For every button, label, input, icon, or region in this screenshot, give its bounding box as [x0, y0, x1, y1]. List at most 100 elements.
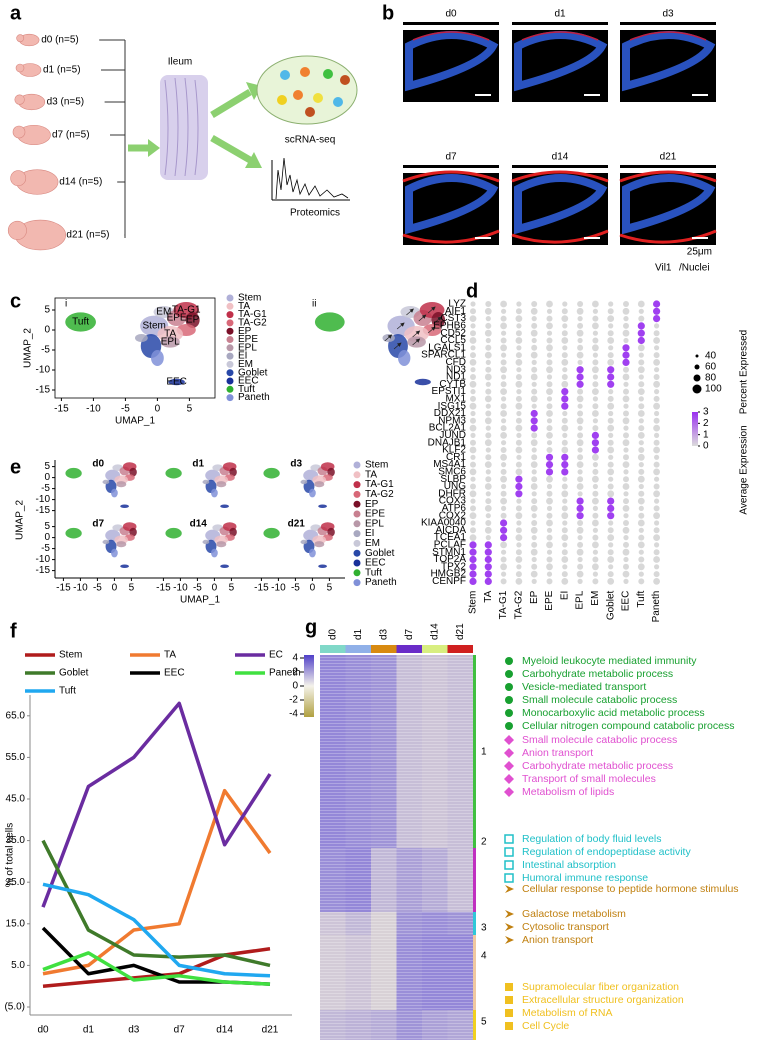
- dot: [577, 403, 583, 409]
- y-axis-label: UMAP_2: [23, 328, 34, 368]
- dot: [546, 475, 553, 483]
- dot: [577, 316, 583, 322]
- dot: [638, 534, 645, 541]
- pig-head: [15, 63, 25, 73]
- dot: [623, 556, 629, 563]
- dot-high: [484, 548, 492, 556]
- group-label: d1 (n=5): [43, 65, 81, 76]
- dot: [561, 337, 569, 344]
- dot: [607, 308, 614, 315]
- dot: [638, 308, 644, 314]
- facet-label: d0: [92, 459, 104, 470]
- day-label: d7: [445, 152, 457, 163]
- dot: [576, 526, 584, 534]
- dot: EPLGoblet: [653, 380, 660, 388]
- dot: [623, 469, 629, 475]
- dot-high: [500, 526, 508, 534]
- dot: [546, 505, 553, 511]
- term-label: Small molecule catabolic process: [522, 694, 678, 706]
- dot-high: [622, 344, 630, 352]
- term-label: Transport of small molecules: [522, 773, 656, 785]
- term-label: Monocarboxylic acid metabolic process: [522, 707, 705, 719]
- dot: [577, 535, 583, 541]
- gene-label: CD52: [440, 328, 466, 339]
- day-header: [447, 645, 473, 653]
- dot: [592, 337, 599, 344]
- dot: [592, 425, 599, 432]
- cell-cluster: [120, 564, 130, 568]
- dot: [607, 424, 615, 432]
- column-label: EM: [590, 591, 601, 606]
- term-marker: [505, 983, 513, 991]
- dot: [637, 344, 645, 352]
- legend-label: Paneth: [365, 577, 397, 588]
- dot: [516, 498, 522, 504]
- cell-cluster: [314, 481, 325, 488]
- term-label: Metabolism of lipids: [522, 786, 615, 798]
- dot: [531, 476, 538, 483]
- dot-high: [484, 563, 492, 571]
- column-label: EI: [559, 591, 570, 600]
- dot-high: [515, 482, 523, 491]
- cell-cluster: [229, 467, 237, 477]
- cluster-label: EM: [156, 307, 171, 318]
- dot: [485, 344, 492, 351]
- dot: [530, 439, 538, 447]
- dot: [530, 395, 538, 403]
- dot: [638, 374, 644, 380]
- legend-label: EM: [238, 359, 253, 370]
- dot: [531, 316, 537, 322]
- x-tick-label: 0: [212, 583, 218, 594]
- scale-bar: [475, 237, 491, 239]
- dot: [622, 395, 630, 403]
- dot: [500, 512, 507, 519]
- term-label: Vesicle-mediated transport: [522, 681, 647, 693]
- dot: [592, 512, 599, 519]
- tissue-label: Ileum: [168, 57, 192, 68]
- dot: [637, 366, 645, 374]
- dot: [485, 476, 492, 483]
- dot: [592, 483, 599, 490]
- dot: [623, 476, 629, 483]
- dot: [531, 447, 537, 453]
- dot: [623, 410, 629, 417]
- y-axis-label: UMAP_2: [15, 500, 26, 540]
- dot: [623, 366, 629, 373]
- dot: [485, 491, 491, 497]
- dot: [530, 307, 538, 315]
- cluster-label: EEC: [166, 377, 187, 388]
- dot: [484, 439, 492, 447]
- dot: [637, 388, 645, 395]
- y-tick-label: 5: [44, 461, 50, 472]
- dot: [622, 526, 630, 534]
- scale-bar: [584, 237, 600, 239]
- dot: [500, 322, 507, 330]
- dot: [592, 352, 599, 358]
- dot: [562, 542, 568, 548]
- dot: [500, 453, 507, 461]
- cell-cluster: [220, 504, 230, 508]
- day-bar: [403, 22, 499, 25]
- dot: [546, 519, 553, 527]
- gene-label: STMN1: [432, 547, 466, 558]
- dot: [638, 578, 645, 585]
- dot-high: [576, 366, 584, 374]
- module-label: 3: [481, 923, 487, 934]
- dot: [592, 578, 599, 585]
- y-tick-label: -10: [36, 365, 51, 376]
- dot: [577, 388, 584, 395]
- dot: [531, 388, 538, 395]
- dot: [623, 513, 629, 519]
- dot: [607, 395, 614, 402]
- term-box: Myeloid leukocyte mediated immunity: [522, 655, 697, 667]
- scale-bar: [692, 237, 708, 239]
- dot: [516, 454, 522, 460]
- dot: [562, 367, 568, 373]
- cell-cluster: [300, 479, 308, 485]
- vil1-stain: [402, 170, 500, 244]
- dot: [531, 337, 537, 344]
- legend-dot: [353, 559, 361, 567]
- dot: TA-G1: [653, 534, 660, 541]
- spectrum: [275, 157, 349, 200]
